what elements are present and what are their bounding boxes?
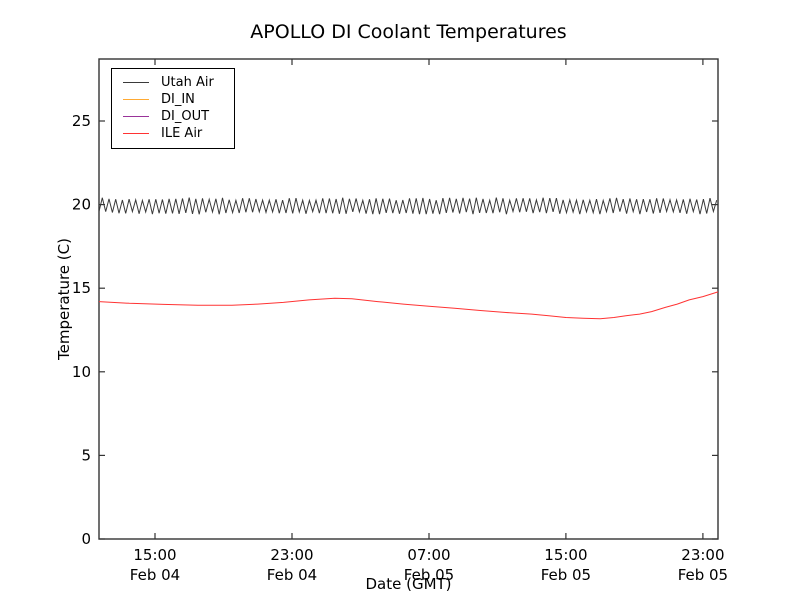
utah-air-line bbox=[98, 197, 718, 215]
legend-item-label: DI_IN bbox=[161, 92, 195, 107]
x-tick-label: 07:00 bbox=[407, 546, 450, 564]
x-tick-label: Feb 05 bbox=[404, 566, 454, 584]
di-out-legend-line bbox=[123, 116, 149, 117]
ile-air-line bbox=[98, 291, 719, 320]
x-tick-label: Feb 04 bbox=[267, 566, 317, 584]
legend-item: Utah Air bbox=[123, 74, 226, 91]
x-tick-label: Feb 05 bbox=[678, 566, 728, 584]
y-tick-label: 0 bbox=[81, 530, 91, 548]
di-in-legend-line bbox=[123, 99, 149, 100]
y-tick-label: 15 bbox=[72, 279, 91, 297]
y-tick-label: 25 bbox=[72, 112, 91, 130]
chart-title: APOLLO DI Coolant Temperatures bbox=[250, 21, 567, 43]
x-axis-label: Date (GMT) bbox=[365, 575, 452, 593]
y-tick-label: 10 bbox=[72, 363, 91, 381]
legend-item: DI_IN bbox=[123, 91, 226, 108]
x-tick-label: 15:00 bbox=[133, 546, 176, 564]
legend: Utah Air DI_IN DI_OUT ILE Air bbox=[111, 68, 235, 149]
legend-item-label: DI_OUT bbox=[161, 109, 210, 124]
x-tick-label: 15:00 bbox=[544, 546, 587, 564]
x-tick-label: 23:00 bbox=[681, 546, 724, 564]
x-tick-label: Feb 05 bbox=[541, 566, 591, 584]
plot-border bbox=[98, 58, 719, 540]
legend-item: ILE Air bbox=[123, 125, 226, 142]
ile-air-legend-line bbox=[123, 133, 149, 134]
y-tick-label: 5 bbox=[81, 446, 91, 464]
legend-item-label: Utah Air bbox=[161, 75, 214, 90]
legend-item-label: ILE Air bbox=[161, 126, 203, 141]
y-tick-label: 20 bbox=[72, 196, 91, 214]
utah-air-legend-line bbox=[123, 82, 149, 83]
y-axis-label: Temperature (C) bbox=[55, 238, 73, 360]
x-tick-label: Feb 04 bbox=[130, 566, 180, 584]
x-tick-label: 23:00 bbox=[270, 546, 313, 564]
legend-item: DI_OUT bbox=[123, 108, 226, 125]
